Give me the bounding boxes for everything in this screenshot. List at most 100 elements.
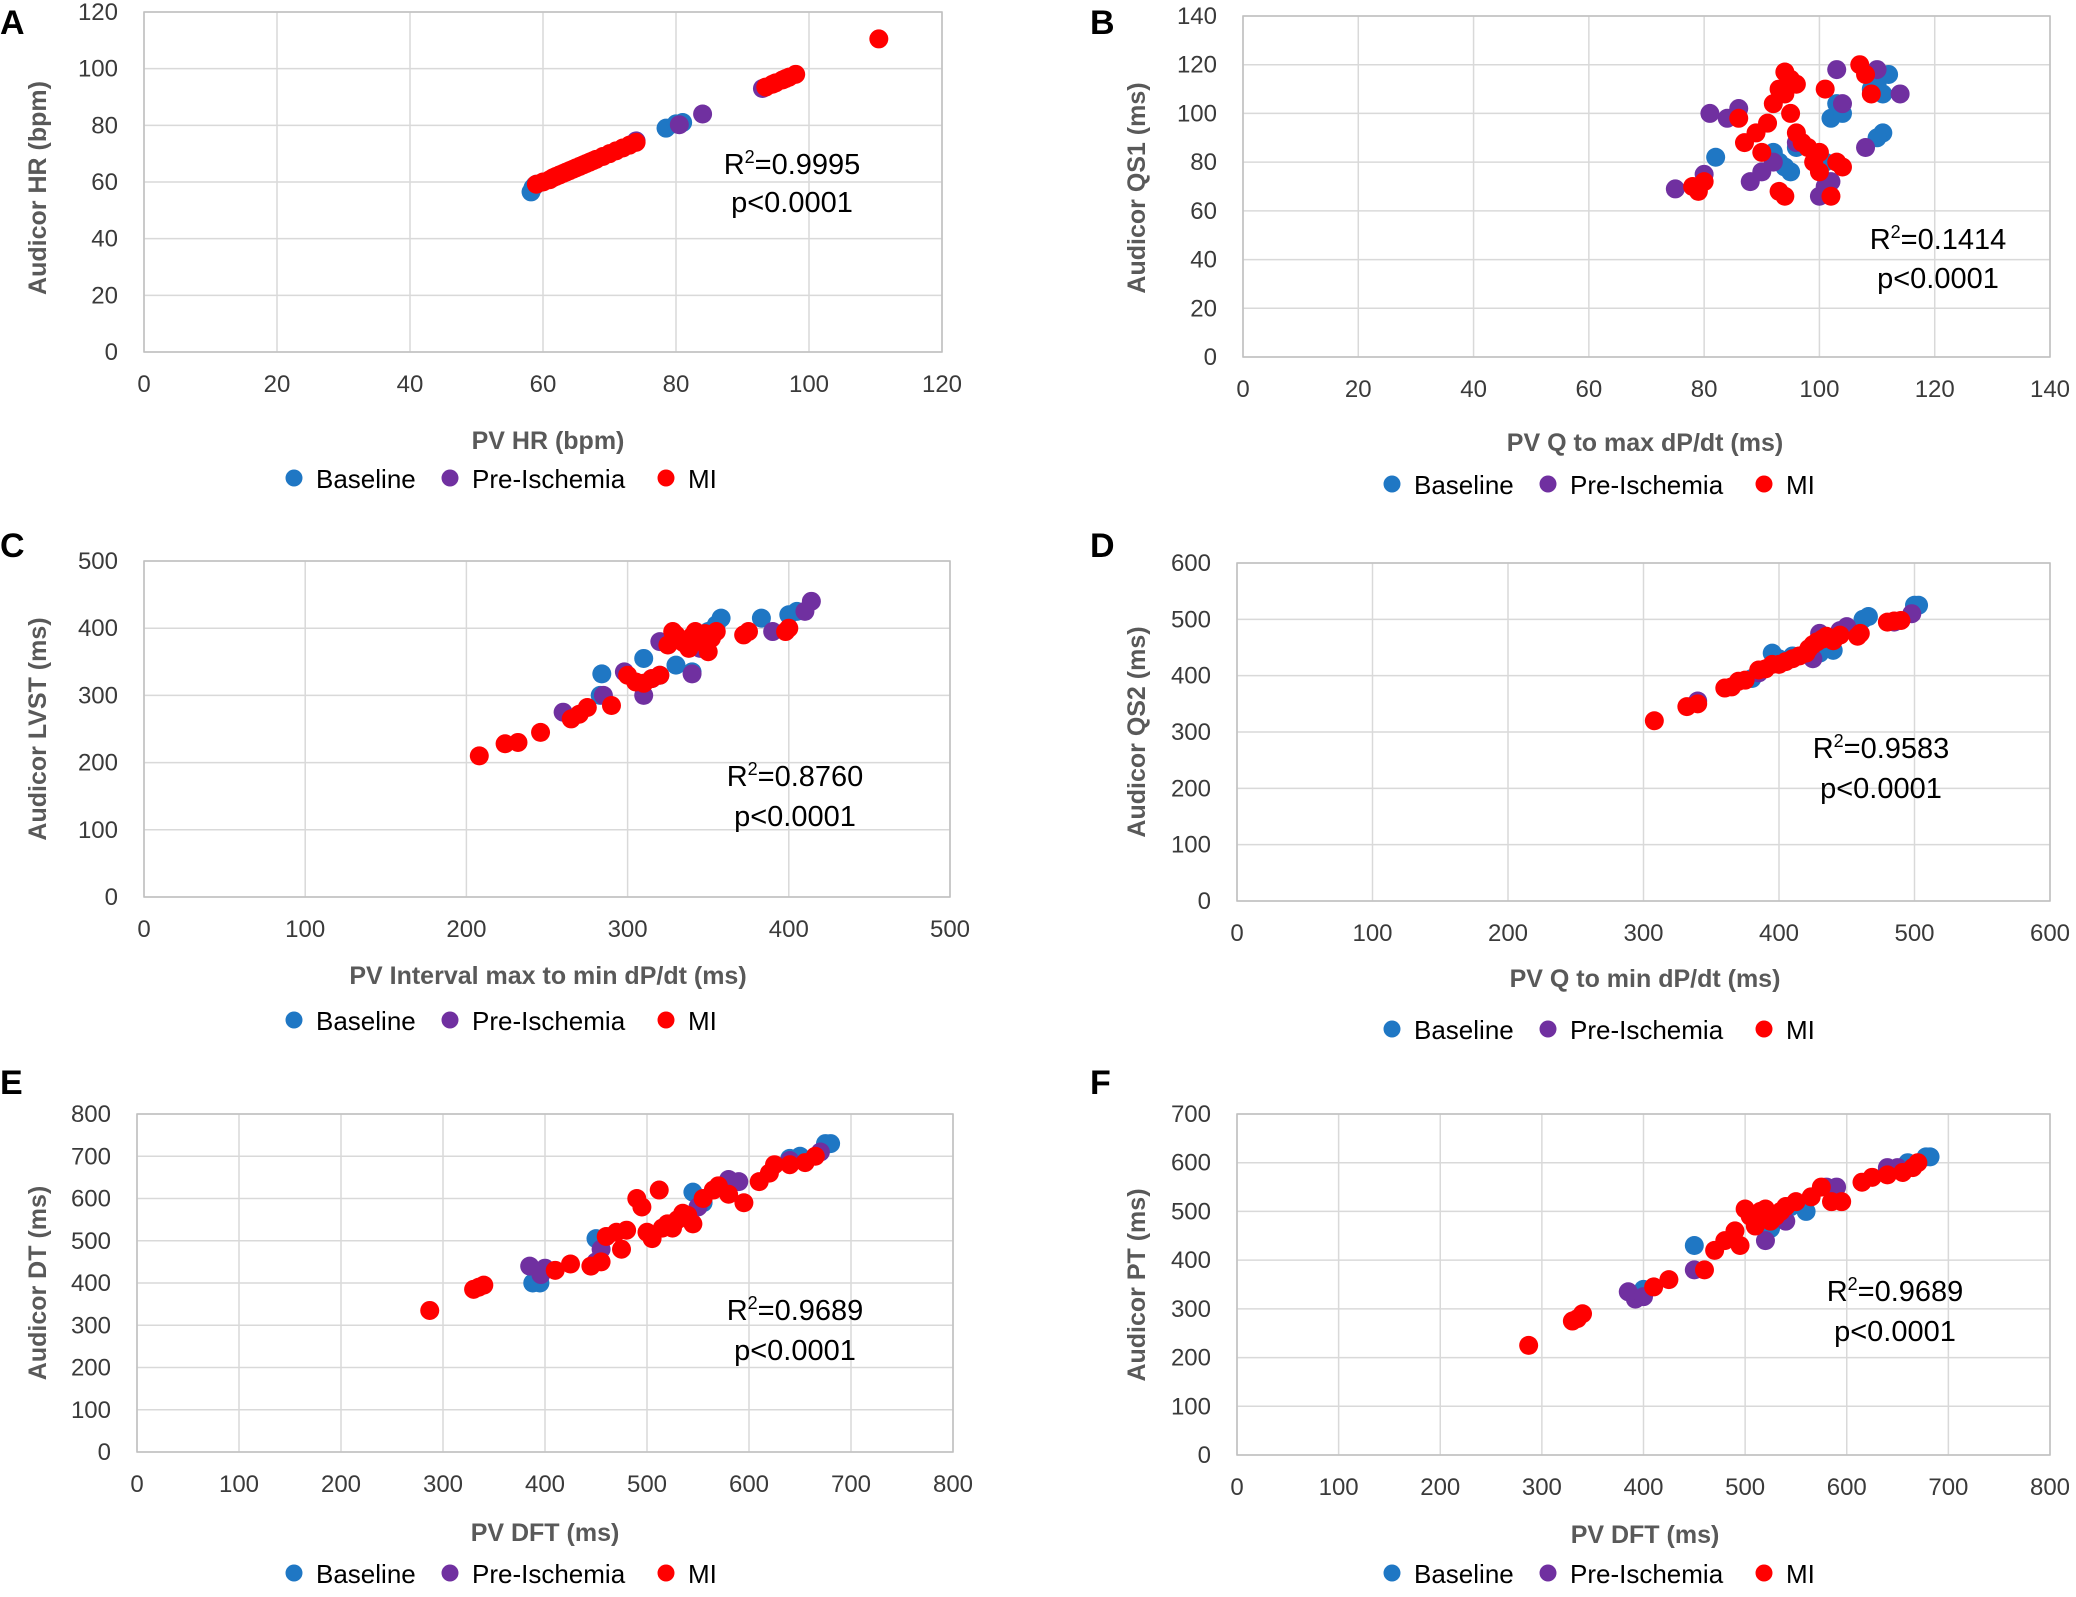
x-tick-label: 40	[1460, 376, 1487, 403]
r-squared-label: R2=0.9689	[727, 1293, 864, 1327]
legend-marker-baseline	[285, 1011, 303, 1029]
y-axis-title: Audicor PT (ms)	[1123, 1188, 1151, 1381]
y-tick-label: 200	[1171, 775, 1211, 802]
y-tick-label: 40	[1190, 247, 1217, 274]
x-tick-label: 20	[264, 371, 291, 398]
data-point	[693, 104, 713, 124]
data-point	[1755, 1231, 1775, 1251]
legend-label-pre-ischemia: Pre-Ischemia	[472, 1006, 626, 1036]
panel-b: B 0 20 40 60 80 100 120 140 0 20 40 60 80 100 120 140 PV …	[1090, 3, 2070, 500]
data-point	[1815, 79, 1835, 99]
series-mi	[1519, 1153, 1928, 1355]
data-point	[1856, 64, 1876, 84]
data-point	[1694, 1260, 1714, 1280]
data-point	[1786, 1192, 1806, 1212]
legend-marker-mi	[1755, 1564, 1773, 1582]
panel-a: A 0 20 40 60 80 100 120 0 20 40 60 80 100 120 PV HR (bp…	[0, 0, 962, 494]
p-value-label: p<0.0001	[734, 801, 856, 833]
legend: Baseline Pre-Ischemia MI	[285, 464, 717, 494]
legend-label-baseline: Baseline	[1414, 470, 1514, 500]
x-tick-label: 600	[729, 1471, 769, 1498]
x-tick-label: 0	[137, 916, 150, 943]
plot-area	[1236, 1113, 2051, 1456]
legend-label-baseline: Baseline	[1414, 1015, 1514, 1045]
data-point	[779, 618, 799, 638]
data-point	[1745, 1216, 1765, 1236]
x-tick-label: 80	[663, 371, 690, 398]
y-tick-label: 700	[1171, 1101, 1211, 1128]
panel-d: D 0 100 200 300 400 500 600 0 100 200 300 400 500 600 P…	[1090, 527, 2070, 1045]
legend-marker-mi	[657, 1564, 675, 1582]
x-tick-label: 400	[769, 916, 809, 943]
y-tick-label: 400	[78, 615, 118, 642]
x-tick-label: 500	[930, 916, 970, 943]
data-point	[1684, 1236, 1704, 1256]
legend-marker-mi	[657, 469, 675, 487]
x-tick-label: 600	[1827, 1474, 1867, 1501]
y-tick-label: 0	[1198, 1442, 1211, 1469]
legend-marker-pre-ischemia	[441, 1011, 459, 1029]
r-squared-label: R2=0.9689	[1827, 1274, 1964, 1308]
y-tick-label: 60	[1190, 198, 1217, 225]
p-value-label: p<0.0001	[1834, 1316, 1956, 1348]
legend: Baseline Pre-Ischemia MI	[285, 1006, 717, 1036]
y-tick-label: 120	[78, 0, 118, 26]
data-point	[780, 1155, 800, 1175]
data-point	[1850, 623, 1870, 643]
legend-label-baseline: Baseline	[1414, 1559, 1514, 1589]
x-tick-label: 0	[137, 371, 150, 398]
y-tick-label: 700	[71, 1143, 111, 1170]
legend-marker-baseline	[1383, 475, 1401, 493]
data-point	[682, 664, 702, 684]
data-point	[1809, 142, 1829, 162]
y-tick-label: 600	[71, 1186, 111, 1213]
y-axis-title: Audicor QS2 (ms)	[1123, 626, 1151, 837]
data-point	[508, 732, 528, 752]
data-point	[650, 665, 670, 685]
panel-letter: D	[1090, 527, 1115, 565]
legend-label-pre-ischemia: Pre-Ischemia	[1570, 1015, 1724, 1045]
y-tick-label: 20	[91, 282, 118, 309]
data-point	[801, 591, 821, 611]
legend-label-mi: MI	[1786, 1559, 1815, 1589]
y-axis-title: Audicor QS1 (ms)	[1123, 82, 1151, 293]
legend-label-pre-ischemia: Pre-Ischemia	[472, 1559, 626, 1589]
series-mi	[420, 1146, 825, 1320]
data-point	[1725, 1221, 1745, 1241]
data-point	[1809, 162, 1829, 182]
legend-label-pre-ischemia: Pre-Ischemia	[472, 464, 626, 494]
x-tick-label: 600	[2030, 920, 2070, 947]
legend-marker-mi	[1755, 475, 1773, 493]
data-point	[632, 1197, 652, 1217]
data-point	[1659, 1270, 1679, 1290]
data-point	[706, 622, 726, 642]
y-tick-label: 60	[91, 169, 118, 196]
x-axis-title: PV DFT (ms)	[1571, 1521, 1720, 1549]
x-tick-label: 0	[130, 1471, 143, 1498]
data-point	[577, 697, 597, 717]
data-point	[1821, 186, 1841, 206]
x-tick-label: 100	[1319, 1474, 1359, 1501]
x-axis-title: PV Q to min dP/dt (ms)	[1510, 965, 1781, 993]
y-tick-label: 80	[91, 112, 118, 139]
data-point	[1644, 1277, 1664, 1297]
y-tick-label: 500	[71, 1228, 111, 1255]
legend-marker-pre-ischemia	[441, 469, 459, 487]
x-tick-label: 500	[1894, 920, 1934, 947]
x-tick-label: 60	[530, 371, 557, 398]
y-axis-title: Audicor HR (bpm)	[24, 81, 52, 295]
data-point	[1908, 1153, 1928, 1173]
y-tick-label: 300	[71, 1312, 111, 1339]
panel-e: E 0 100 200 300 400 500 600 700 800 0 100 200 300 400 5…	[0, 1064, 973, 1589]
legend-label-baseline: Baseline	[316, 464, 416, 494]
data-point	[786, 64, 806, 84]
series-mi	[526, 29, 889, 194]
series-pre-ischemia	[1618, 1158, 1908, 1309]
data-point	[474, 1275, 494, 1295]
data-point	[669, 115, 689, 135]
data-point	[739, 622, 758, 642]
data-point	[617, 1220, 637, 1240]
series-mi	[469, 618, 799, 766]
y-tick-label: 500	[78, 548, 118, 575]
data-point	[1665, 179, 1685, 199]
